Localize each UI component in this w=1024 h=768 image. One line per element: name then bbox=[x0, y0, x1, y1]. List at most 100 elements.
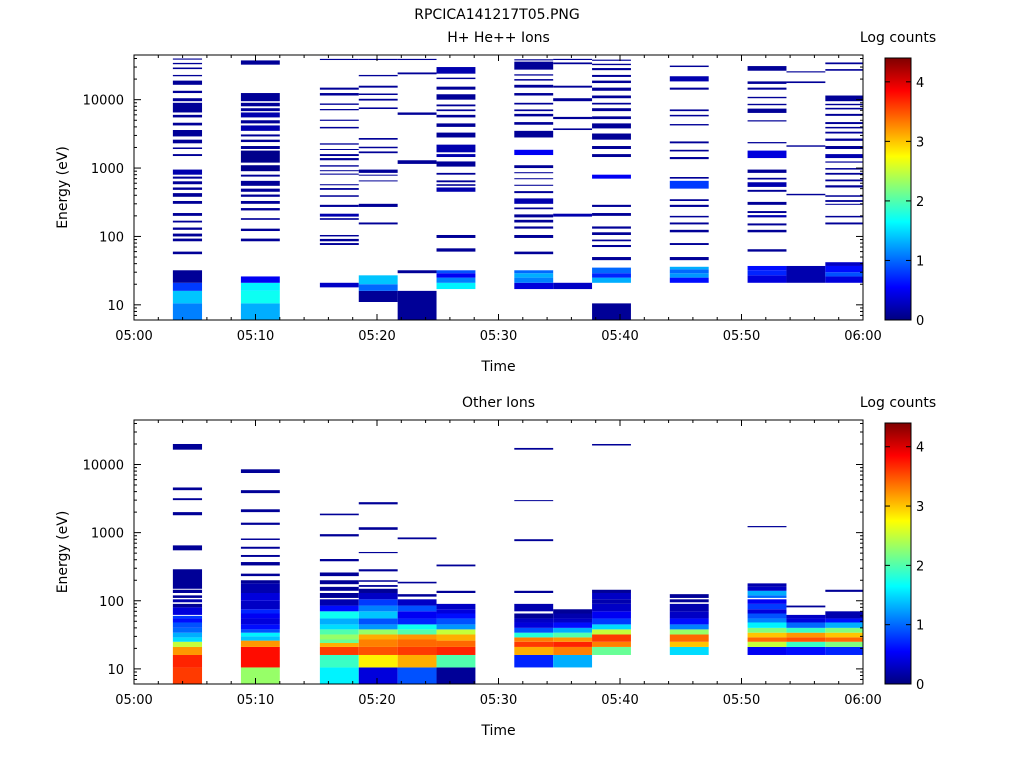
colorbar-label: Log counts bbox=[860, 30, 936, 46]
spectrogram-cell bbox=[436, 564, 476, 567]
spectrogram-cell bbox=[553, 128, 593, 131]
spectrogram-cell bbox=[669, 124, 709, 126]
spectrogram-cell bbox=[825, 62, 863, 65]
spectrogram-cell bbox=[514, 102, 554, 105]
spectrogram-cell bbox=[747, 627, 787, 633]
spectrogram-cell bbox=[397, 667, 437, 684]
spectrogram-cell bbox=[786, 646, 826, 655]
spectrogram-cell bbox=[436, 114, 476, 118]
y-axis-label: Energy (eV) bbox=[55, 511, 71, 594]
spectrogram-cell bbox=[747, 603, 787, 610]
spectrogram-cell bbox=[358, 593, 398, 600]
spectrogram-cell bbox=[669, 646, 709, 655]
spectrogram-cell bbox=[319, 126, 359, 129]
spectrogram-cell bbox=[319, 238, 359, 242]
spectrogram-cell bbox=[747, 265, 787, 271]
spectrogram-cell bbox=[358, 585, 398, 587]
spectrogram-cell bbox=[786, 614, 826, 619]
spectrogram-cell bbox=[240, 490, 280, 494]
spectrogram-cell bbox=[397, 618, 437, 625]
spectrogram-cell bbox=[172, 58, 203, 60]
spectrogram-column-12 bbox=[825, 62, 863, 283]
spectrogram-cell bbox=[669, 109, 709, 112]
x-axis-label: Time bbox=[480, 723, 515, 739]
spectrogram-cell bbox=[825, 103, 863, 106]
spectrogram-cell bbox=[358, 151, 398, 154]
spectrogram-cell bbox=[358, 284, 398, 291]
spectrogram-cell bbox=[669, 624, 709, 630]
spectrogram-cell bbox=[319, 282, 359, 288]
spectrogram-cell bbox=[172, 646, 203, 655]
spectrogram-cell bbox=[514, 226, 554, 229]
spectrogram-cell bbox=[747, 618, 787, 623]
spectrogram-cell bbox=[436, 667, 476, 684]
spectrogram-cell bbox=[514, 646, 554, 655]
spectrogram-cell bbox=[436, 180, 476, 183]
spectrogram-cell bbox=[172, 595, 203, 598]
spectrogram-cell bbox=[436, 590, 476, 593]
spectrogram-cell bbox=[172, 487, 203, 491]
spectrogram-cell bbox=[786, 71, 826, 73]
spectrogram-cell bbox=[669, 603, 709, 612]
spectrogram-cell bbox=[319, 184, 359, 186]
spectrogram-cell bbox=[172, 114, 203, 118]
spectrogram-cell bbox=[397, 581, 437, 584]
spectrogram-cell bbox=[553, 98, 593, 102]
spectrogram-column-3 bbox=[358, 502, 398, 684]
spectrogram-cell bbox=[592, 226, 631, 229]
spectrogram-cell bbox=[592, 624, 631, 630]
spectrogram-cell bbox=[172, 80, 203, 85]
spectrogram-cell bbox=[358, 605, 398, 612]
x-tick-label: 05:10 bbox=[237, 693, 274, 708]
spectrogram-cell bbox=[358, 74, 398, 77]
spectrogram-cell bbox=[514, 613, 554, 619]
spectrogram-cell bbox=[747, 249, 787, 252]
spectrogram-cell bbox=[553, 646, 593, 655]
spectrogram-cell bbox=[669, 629, 709, 635]
spectrogram-cell bbox=[172, 98, 203, 102]
spectrogram-cell bbox=[592, 59, 631, 61]
spectrogram-cell bbox=[514, 270, 554, 274]
spectrogram-cell bbox=[825, 265, 863, 273]
spectrogram-cell bbox=[592, 204, 631, 207]
spectrogram-cell bbox=[240, 583, 280, 593]
spectrogram-cell bbox=[514, 219, 554, 223]
spectrogram-cell bbox=[172, 154, 203, 157]
spectrogram-cell bbox=[669, 618, 709, 625]
spectrogram-column-9 bbox=[669, 65, 709, 283]
y-tick-label: 100 bbox=[99, 595, 124, 610]
spectrogram-cell bbox=[319, 624, 359, 630]
spectrogram-cell bbox=[514, 172, 554, 174]
spectrogram-cell bbox=[592, 239, 631, 242]
spectrogram-cell bbox=[747, 87, 787, 90]
spectrogram-column-2 bbox=[319, 58, 359, 288]
x-tick-label: 05:00 bbox=[115, 329, 152, 344]
colorbar-tick-label: 1 bbox=[916, 619, 924, 634]
spectrogram-cell bbox=[747, 609, 787, 614]
spectrogram-cell bbox=[358, 146, 398, 149]
spectrogram-cell bbox=[825, 146, 863, 149]
spectrogram-cell bbox=[514, 109, 554, 112]
spectrogram-cell bbox=[319, 243, 359, 245]
y-tick-label: 10 bbox=[107, 663, 124, 678]
spectrogram-cell bbox=[319, 654, 359, 668]
spectrogram-cell bbox=[514, 251, 554, 255]
colorbar bbox=[884, 422, 912, 685]
spectrogram-cell bbox=[319, 103, 359, 105]
spectrogram-cell bbox=[172, 599, 203, 603]
spectrogram-cell bbox=[172, 632, 203, 638]
x-tick-label: 06:00 bbox=[844, 693, 881, 708]
spectrogram-cell bbox=[669, 611, 709, 619]
spectrogram-cell bbox=[172, 654, 203, 668]
spectrogram-cell bbox=[172, 181, 203, 185]
spectrogram-cell bbox=[669, 273, 709, 278]
spectrogram-cell bbox=[172, 67, 203, 70]
spectrogram-cell bbox=[319, 513, 359, 516]
spectrogram-cell bbox=[747, 81, 787, 84]
spectrogram-cell bbox=[436, 67, 476, 74]
spectrogram-cell bbox=[825, 172, 863, 175]
spectrogram-cell bbox=[592, 116, 631, 120]
spectrogram-cell bbox=[358, 551, 398, 554]
y-tick-label: 1000 bbox=[91, 162, 124, 177]
